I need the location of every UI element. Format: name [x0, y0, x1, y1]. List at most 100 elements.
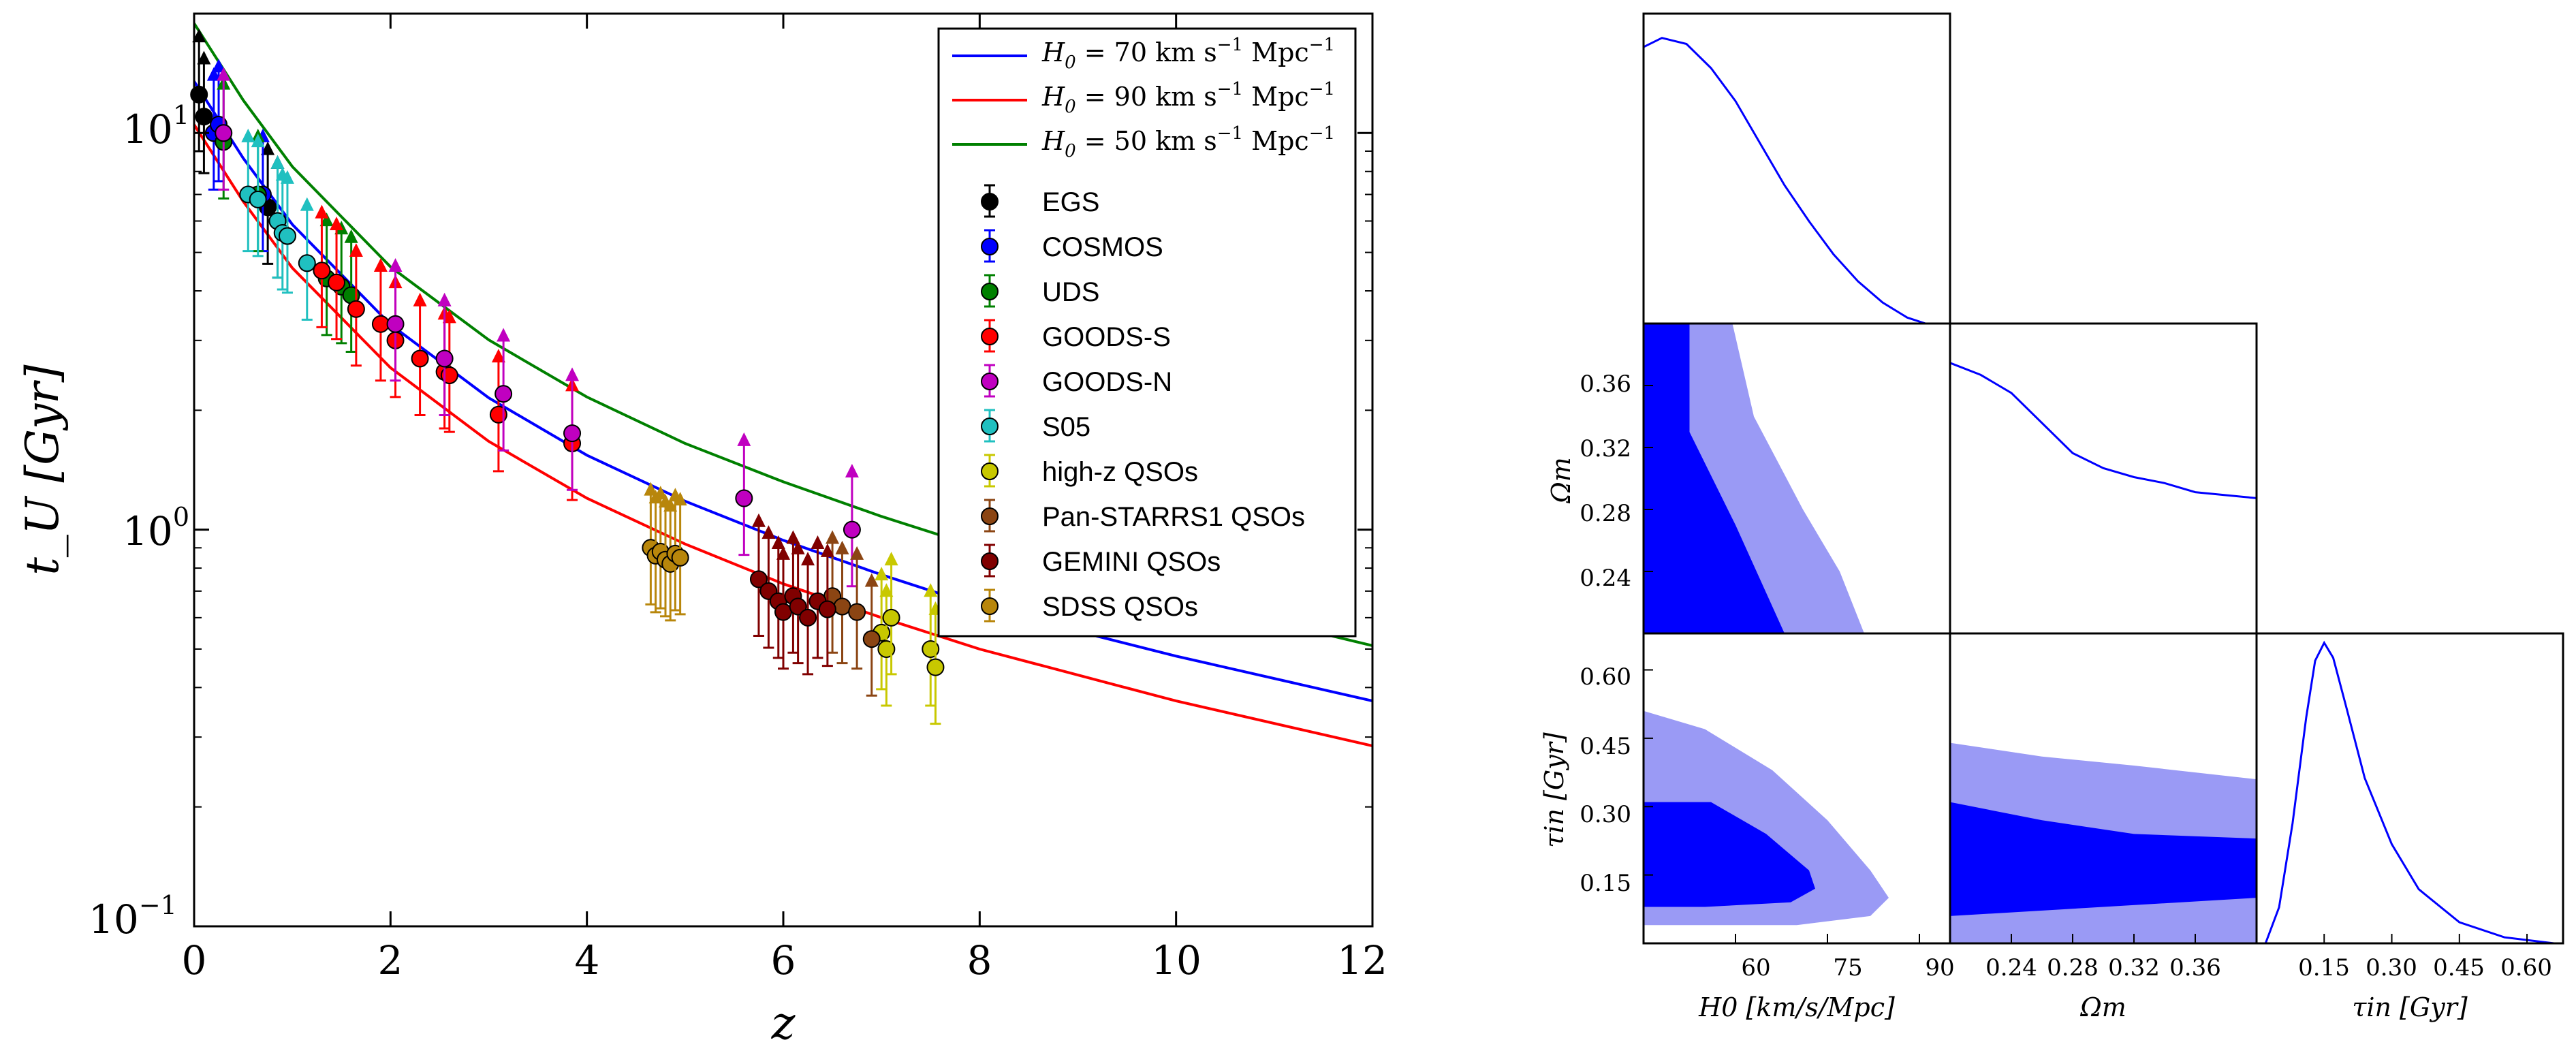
s05-point: [298, 254, 316, 272]
gemini-qsos-lower-limit-arrow: [811, 535, 825, 550]
om-xtick-024: 0.24: [1985, 954, 2037, 981]
xtick-label-0: 0: [182, 937, 207, 984]
goods-s-lower-limit-arrow: [491, 349, 505, 363]
tau-ytick-015: 0.15: [1580, 870, 1631, 897]
y-ticks: [194, 13, 1372, 928]
xtick-label-4: 4: [575, 937, 600, 984]
legend-label-h90: H0 = 90 km s−1 Mpc−1: [1041, 79, 1335, 117]
goods-s-lower-limit-arrow: [413, 292, 427, 307]
marginal-curves: [1643, 37, 2554, 945]
legend-label-panstarrs: Pan-STARRS1 QSOs: [1042, 502, 1305, 532]
panel-tau-marginal: [2255, 632, 2564, 945]
gemini-qsos-lower-limit-arrow: [801, 552, 815, 566]
goods-n-point: [215, 124, 233, 142]
pan-starrs1-qsos-point: [862, 630, 881, 648]
gemini-qsos-point: [789, 597, 807, 616]
legend-label-goods-n: GOODS-N: [1042, 367, 1172, 397]
gemini-qsos-lower-limit-arrow: [751, 513, 766, 527]
goods-s-lower-limit-arrow: [373, 258, 388, 272]
gemini-qsos-point: [818, 600, 836, 618]
legend-label-h70: H0 = 70 km s−1 Mpc−1: [1041, 35, 1335, 73]
legend-marker-goods-s: [981, 328, 999, 345]
legend-marker-goods-n: [981, 373, 999, 390]
y-axis-label: t_U [Gyr]: [16, 364, 69, 575]
legend-marker-s05: [981, 418, 999, 435]
legend-label-cosmos: COSMOS: [1042, 232, 1163, 262]
tau-xtick-045: 0.45: [2433, 954, 2485, 981]
legend-label-gemini: GEMINI QSOs: [1042, 547, 1221, 577]
legend-label-h50: H0 = 50 km s−1 Mpc−1: [1041, 123, 1335, 161]
legend-label-goods-s: GOODS-S: [1042, 322, 1171, 352]
xtick-label-10: 10: [1151, 937, 1201, 984]
goods-n-point: [494, 385, 513, 403]
goods-n-lower-limit-arrow: [845, 463, 859, 477]
sdss-qsos-lower-limit-arrow: [673, 492, 687, 506]
tau-ytick-030: 0.30: [1580, 801, 1631, 828]
gemini-qsos-lower-limit-arrow: [820, 543, 834, 557]
goods-s-point: [347, 300, 365, 318]
pan-starrs1-qsos-lower-limit-arrow: [826, 530, 840, 544]
high-z-qsos-lower-limit-arrow: [875, 567, 889, 581]
goods-n-lower-limit-arrow: [497, 328, 511, 342]
legend-label-egs: EGS: [1042, 187, 1099, 217]
xtick-label-8: 8: [967, 937, 992, 984]
corner-plot: 0.36 0.32 0.28 0.24 0.60 0.45 0.30 0.15 …: [1539, 12, 2564, 1022]
h0-axis-label: H0 [km/s/Mpc]: [1698, 992, 1895, 1022]
s05-point: [278, 227, 296, 245]
tau-om-68-region: [1950, 802, 2257, 916]
goods-n-lower-limit-arrow: [737, 432, 751, 446]
om-xtick-032: 0.32: [2108, 954, 2160, 981]
s05-lower-limit-arrow: [300, 197, 314, 211]
s05-lower-limit-arrow: [241, 128, 255, 142]
s05-lower-limit-arrow: [280, 170, 294, 184]
cosmos-lower-limit-arrow: [212, 59, 226, 73]
goods-s-lower-limit-arrow: [349, 243, 363, 257]
sdss-qsos-lower-limit-arrow: [663, 498, 678, 512]
goods-n-point: [735, 489, 753, 507]
h0-marginal-curve: [1643, 37, 1950, 325]
om-xtick-036: 0.36: [2169, 954, 2221, 981]
goods-n-lower-limit-arrow: [217, 67, 231, 81]
curve-h0-90: [193, 123, 1373, 748]
pan-starrs1-qsos-point: [848, 603, 866, 621]
legend-box: [937, 27, 1357, 638]
goods-s-point: [313, 262, 331, 280]
egs-lower-limit-arrow: [192, 29, 206, 43]
legend-marker-egs: [981, 193, 999, 210]
s05-lower-limit-arrow: [251, 133, 265, 148]
credible-regions: [1644, 324, 2257, 943]
pan-starrs1-qsos-point: [833, 597, 851, 616]
om-axis-label: Ωm: [2079, 992, 2126, 1022]
tau-ytick-060: 0.60: [1580, 663, 1631, 691]
legend-marker-cosmos: [981, 238, 999, 255]
goods-n-lower-limit-arrow: [388, 258, 403, 272]
gemini-qsos-point: [799, 608, 817, 627]
gemini-qsos-lower-limit-arrow: [771, 535, 785, 550]
gemini-qsos-lower-limit-arrow: [761, 525, 776, 539]
legend-label-sdss: SDSS QSOs: [1042, 592, 1198, 622]
om-ytick-024: 0.24: [1580, 565, 1631, 592]
goods-s-lower-limit-arrow: [330, 217, 344, 231]
xtick-label-12: 12: [1337, 937, 1387, 984]
legend-marker-sdss-qsos: [981, 597, 999, 615]
om-ytick-036: 0.36: [1580, 371, 1631, 398]
legend: H0 = 70 km s−1 Mpc−1 H0 = 90 km s−1 Mpc−…: [937, 27, 1357, 638]
om-xtick-028: 0.28: [2047, 954, 2099, 981]
uds-lower-limit-arrow: [319, 213, 334, 227]
tau-xtick-060: 0.60: [2500, 954, 2552, 981]
tau-ytick-045: 0.45: [1580, 733, 1631, 760]
goods-s-point: [411, 349, 429, 368]
goods-n-point: [435, 349, 454, 368]
tau-h0-68-region: [1644, 802, 1815, 907]
legend-marker-uds: [981, 283, 999, 300]
goods-n-point: [386, 315, 405, 333]
tau-axis-label: τin [Gyr]: [2352, 992, 2468, 1022]
goods-n-lower-limit-arrow: [565, 367, 580, 381]
high-z-qsos-point: [926, 658, 945, 676]
egs-lower-limit-arrow: [197, 50, 211, 65]
high-z-qsos-lower-limit-arrow: [879, 583, 894, 597]
goods-n-lower-limit-arrow: [437, 292, 452, 307]
x-axis-label: z: [771, 997, 796, 1050]
s05-lower-limit-arrow: [270, 155, 285, 169]
om-ytick-032: 0.32: [1580, 435, 1631, 462]
